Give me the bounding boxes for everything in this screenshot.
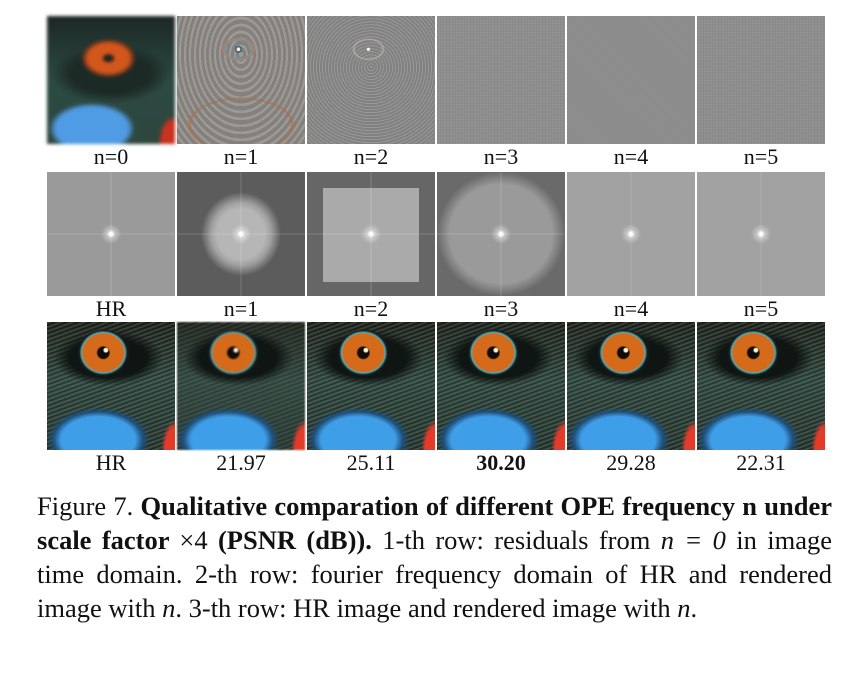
cell-n4: n=4 <box>567 172 695 322</box>
label: n=4 <box>613 144 649 169</box>
residual-image <box>437 16 565 144</box>
cell-hr: HR <box>47 322 175 476</box>
cell-hr: HR <box>47 172 175 322</box>
label: n=0 <box>93 144 129 169</box>
label: n=5 <box>743 144 779 169</box>
psnr-value: 21.97 <box>216 450 266 475</box>
psnr-value: 25.11 <box>346 450 396 475</box>
spectrum-image <box>697 172 825 296</box>
cell-n5: 22.31 <box>697 322 825 476</box>
label: n=5 <box>743 296 779 321</box>
rendered-image <box>307 322 435 450</box>
caption-text-3: . 3-th row: HR image and rendered image … <box>175 593 678 623</box>
row-spectra: HR n=1 n=2 n=3 n=4 n=5 <box>47 172 825 322</box>
cell-n4: n=4 <box>567 16 695 170</box>
caption-math: n <box>677 593 691 623</box>
label: n=3 <box>483 144 519 169</box>
label: n=2 <box>353 296 389 321</box>
caption-title-2: (PSNR (dB)). <box>207 525 372 555</box>
hr-image <box>47 322 175 450</box>
figure-caption: Figure 7. Qualitative comparation of dif… <box>37 489 832 625</box>
caption-math: n <box>162 593 176 623</box>
caption-times: ×4 <box>179 525 208 555</box>
label: n=3 <box>483 296 519 321</box>
caption-text-1: 1-th row: residuals from <box>371 525 661 555</box>
cell-n1: 21.97 <box>177 322 305 476</box>
row-rendered: HR 21.97 25.11 30.20 29.28 22.31 <box>47 322 825 476</box>
spectrum-image <box>177 172 305 296</box>
cell-n2: 25.11 <box>307 322 435 476</box>
residual-image <box>177 16 305 144</box>
rendered-image <box>177 322 305 450</box>
residual-image <box>307 16 435 144</box>
psnr-value-best: 30.20 <box>476 450 526 475</box>
cell-n3: n=3 <box>437 172 565 322</box>
cell-n5: n=5 <box>697 172 825 322</box>
lowres-image <box>47 16 175 144</box>
label: n=4 <box>613 296 649 321</box>
spectrum-image <box>437 172 565 296</box>
residual-image <box>697 16 825 144</box>
caption-title-1: Qualitative comparation of different OPE… <box>37 491 833 555</box>
caption-text-2: in image time domain. 2-th row: fourier … <box>37 525 832 623</box>
cell-n4: 29.28 <box>567 322 695 476</box>
cell-n5: n=5 <box>697 16 825 170</box>
label: n=2 <box>353 144 389 169</box>
caption-math: n = 0 <box>660 525 726 555</box>
rendered-image <box>697 322 825 450</box>
cell-n2: n=2 <box>307 16 435 170</box>
label: n=1 <box>223 296 259 321</box>
rendered-image <box>567 322 695 450</box>
psnr-value: 22.31 <box>736 450 786 475</box>
spectrum-image <box>47 172 175 296</box>
cell-n1: n=1 <box>177 172 305 322</box>
spectrum-image <box>567 172 695 296</box>
label: HR <box>95 450 127 475</box>
cell-n3: 30.20 <box>437 322 565 476</box>
row-residuals: n=0 n=1 n=2 n=3 n=4 n=5 <box>47 16 825 170</box>
caption-text-4: . <box>690 593 698 623</box>
label: HR <box>95 296 127 321</box>
spectrum-image <box>307 172 435 296</box>
rendered-image <box>437 322 565 450</box>
cell-n0: n=0 <box>47 16 175 170</box>
figure-grid: n=0 n=1 n=2 n=3 n=4 n=5 HR n=1 n=2 n=3 n… <box>47 16 825 476</box>
residual-image <box>567 16 695 144</box>
caption-prefix: Figure 7. <box>37 491 141 521</box>
cell-n1: n=1 <box>177 16 305 170</box>
psnr-value: 29.28 <box>606 450 656 475</box>
cell-n2: n=2 <box>307 172 435 322</box>
label: n=1 <box>223 144 259 169</box>
cell-n3: n=3 <box>437 16 565 170</box>
